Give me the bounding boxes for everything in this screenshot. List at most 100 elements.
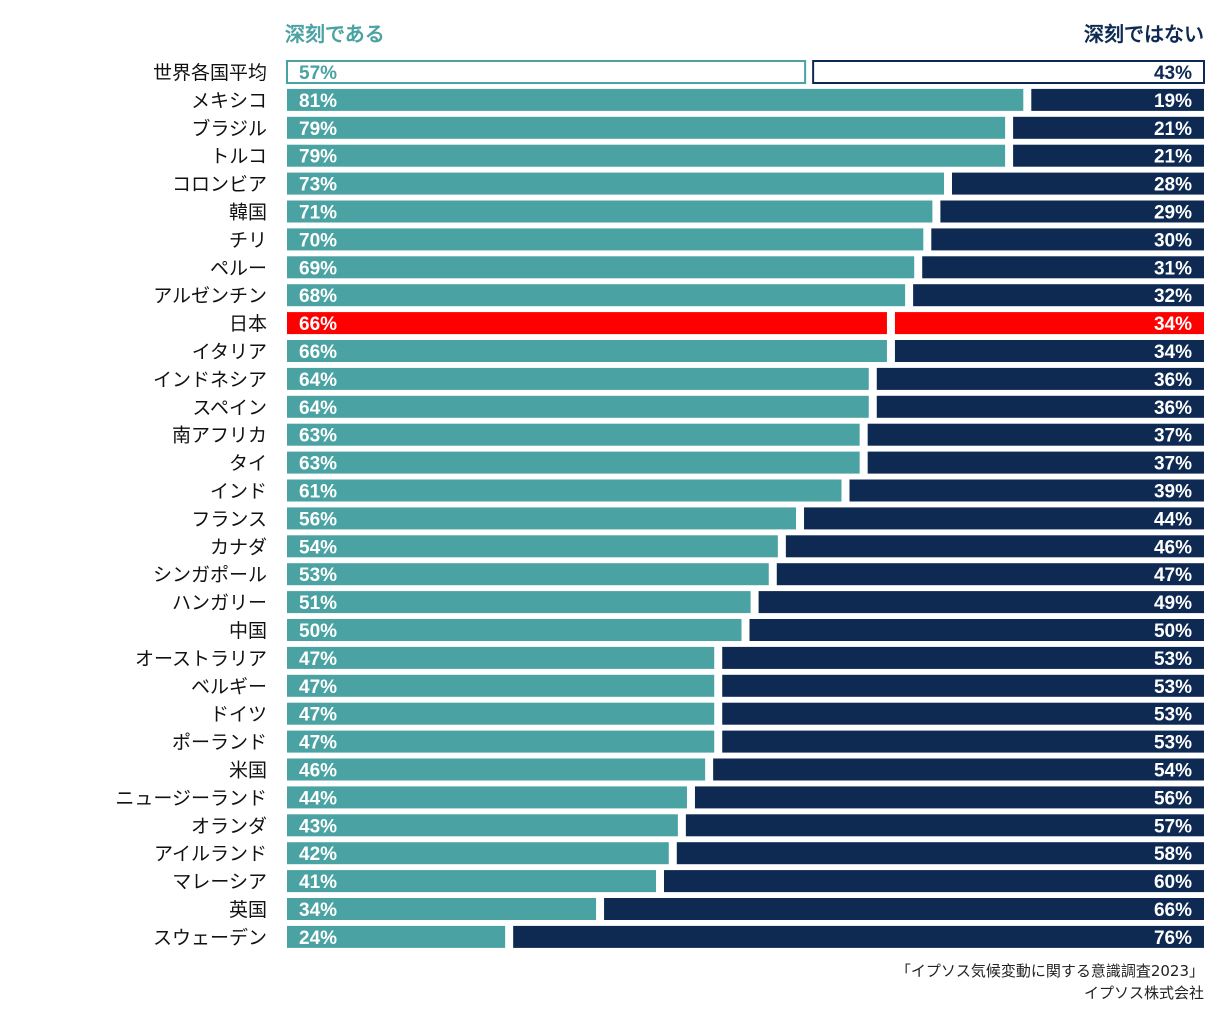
bar-not-serious (676, 842, 1204, 865)
value-label-not-serious: 37% (1154, 426, 1192, 447)
value-label-serious: 66% (299, 314, 337, 335)
legend-serious: 深刻である (285, 22, 385, 46)
bar-serious (287, 228, 924, 251)
value-label-serious: 41% (299, 872, 337, 893)
bar-not-serious (513, 925, 1204, 948)
value-label-not-serious: 56% (1154, 788, 1192, 809)
value-label-serious: 69% (299, 258, 337, 279)
category-label: ブラジル (191, 117, 267, 140)
value-label-serious: 79% (299, 147, 337, 168)
bar-serious (287, 88, 1024, 111)
value-label-not-serious: 66% (1154, 900, 1192, 921)
bar-serious (287, 367, 869, 390)
value-label-not-serious: 34% (1154, 314, 1192, 335)
bar-not-serious (664, 870, 1204, 893)
value-label-not-serious: 43% (1154, 63, 1192, 84)
category-label: スウェーデン (153, 927, 267, 949)
category-label: ドイツ (210, 704, 267, 726)
bar-not-serious (1013, 144, 1204, 167)
bar-not-serious (812, 60, 1205, 84)
bar-serious (287, 423, 860, 446)
category-label: 南アフリカ (172, 425, 267, 447)
category-label: チリ (229, 229, 267, 251)
bar-not-serious (876, 395, 1204, 418)
value-label-not-serious: 30% (1154, 230, 1192, 251)
bar-not-serious (913, 284, 1204, 307)
bar-serious (287, 591, 751, 614)
value-label-serious: 47% (299, 677, 337, 698)
category-label: ペルー (210, 257, 267, 279)
bar-serious (287, 116, 1006, 139)
bar-serious (287, 842, 669, 865)
value-label-serious: 47% (299, 649, 337, 670)
bar-serious (287, 814, 678, 837)
bar-serious (287, 312, 887, 335)
value-label-serious: 61% (299, 482, 337, 503)
category-label: ポーランド (172, 732, 267, 754)
category-label: アルゼンチン (153, 285, 267, 307)
bar-not-serious (894, 312, 1204, 335)
value-label-serious: 73% (299, 175, 337, 196)
value-label-not-serious: 34% (1154, 342, 1192, 363)
bar-not-serious (713, 758, 1204, 781)
bar-serious (287, 200, 933, 223)
bar-not-serious (867, 423, 1204, 446)
value-label-not-serious: 54% (1154, 761, 1192, 782)
category-label: オランダ (191, 815, 267, 837)
bar-not-serious (785, 535, 1204, 558)
category-label: トルコ (210, 146, 267, 168)
category-label: メキシコ (191, 90, 267, 112)
value-label-serious: 64% (299, 370, 337, 391)
value-label-not-serious: 32% (1154, 286, 1192, 307)
value-label-not-serious: 19% (1154, 91, 1192, 112)
value-label-serious: 57% (299, 63, 337, 84)
value-label-not-serious: 31% (1154, 258, 1192, 279)
category-label: マレーシア (172, 871, 267, 893)
value-label-serious: 70% (299, 230, 337, 251)
value-label-serious: 47% (299, 705, 337, 726)
bar-serious (287, 284, 906, 307)
bar-not-serious (952, 172, 1204, 195)
category-label: シンガポール (153, 564, 267, 586)
value-label-not-serious: 28% (1154, 175, 1192, 196)
value-label-not-serious: 47% (1154, 565, 1192, 586)
bar-serious (287, 563, 769, 586)
bar-not-serious (849, 479, 1204, 502)
bar-not-serious (867, 451, 1204, 474)
category-label: カナダ (210, 536, 267, 558)
category-label: イタリア (192, 341, 267, 363)
category-label: 米国 (229, 760, 267, 782)
value-label-not-serious: 44% (1154, 509, 1192, 530)
bar-not-serious (894, 340, 1204, 362)
bar-serious (287, 786, 687, 809)
legend-not-serious: 深刻ではない (1084, 22, 1204, 46)
bar-serious (287, 256, 915, 279)
value-label-not-serious: 36% (1154, 398, 1192, 419)
bar-not-serious (722, 702, 1204, 725)
value-label-not-serious: 60% (1154, 872, 1192, 893)
category-label: スペイン (192, 397, 267, 419)
value-label-serious: 24% (299, 928, 337, 949)
value-label-serious: 68% (299, 286, 337, 307)
bar-serious (287, 340, 887, 362)
category-label: タイ (229, 453, 267, 475)
value-label-serious: 51% (299, 593, 337, 614)
value-label-not-serious: 49% (1154, 593, 1192, 614)
category-label: 日本 (229, 313, 267, 335)
value-label-not-serious: 21% (1154, 147, 1192, 168)
value-label-serious: 53% (299, 565, 337, 586)
category-label: ニュージーランド (115, 787, 267, 809)
bar-not-serious (758, 591, 1204, 614)
value-label-not-serious: 57% (1154, 816, 1192, 837)
bar-not-serious (1031, 88, 1204, 111)
value-label-serious: 64% (299, 398, 337, 419)
bar-not-serious (722, 646, 1204, 669)
bar-serious (287, 507, 797, 530)
bar-serious (287, 925, 506, 948)
source-note: 「イプソス気候変動に関する意識調査2023」 イプソス株式会社 (896, 960, 1204, 1004)
bar-not-serious (876, 367, 1204, 390)
category-label: ハンガリー (172, 592, 267, 614)
category-label: オーストラリア (135, 648, 267, 670)
value-label-not-serious: 50% (1154, 621, 1192, 642)
value-label-serious: 34% (299, 900, 337, 921)
